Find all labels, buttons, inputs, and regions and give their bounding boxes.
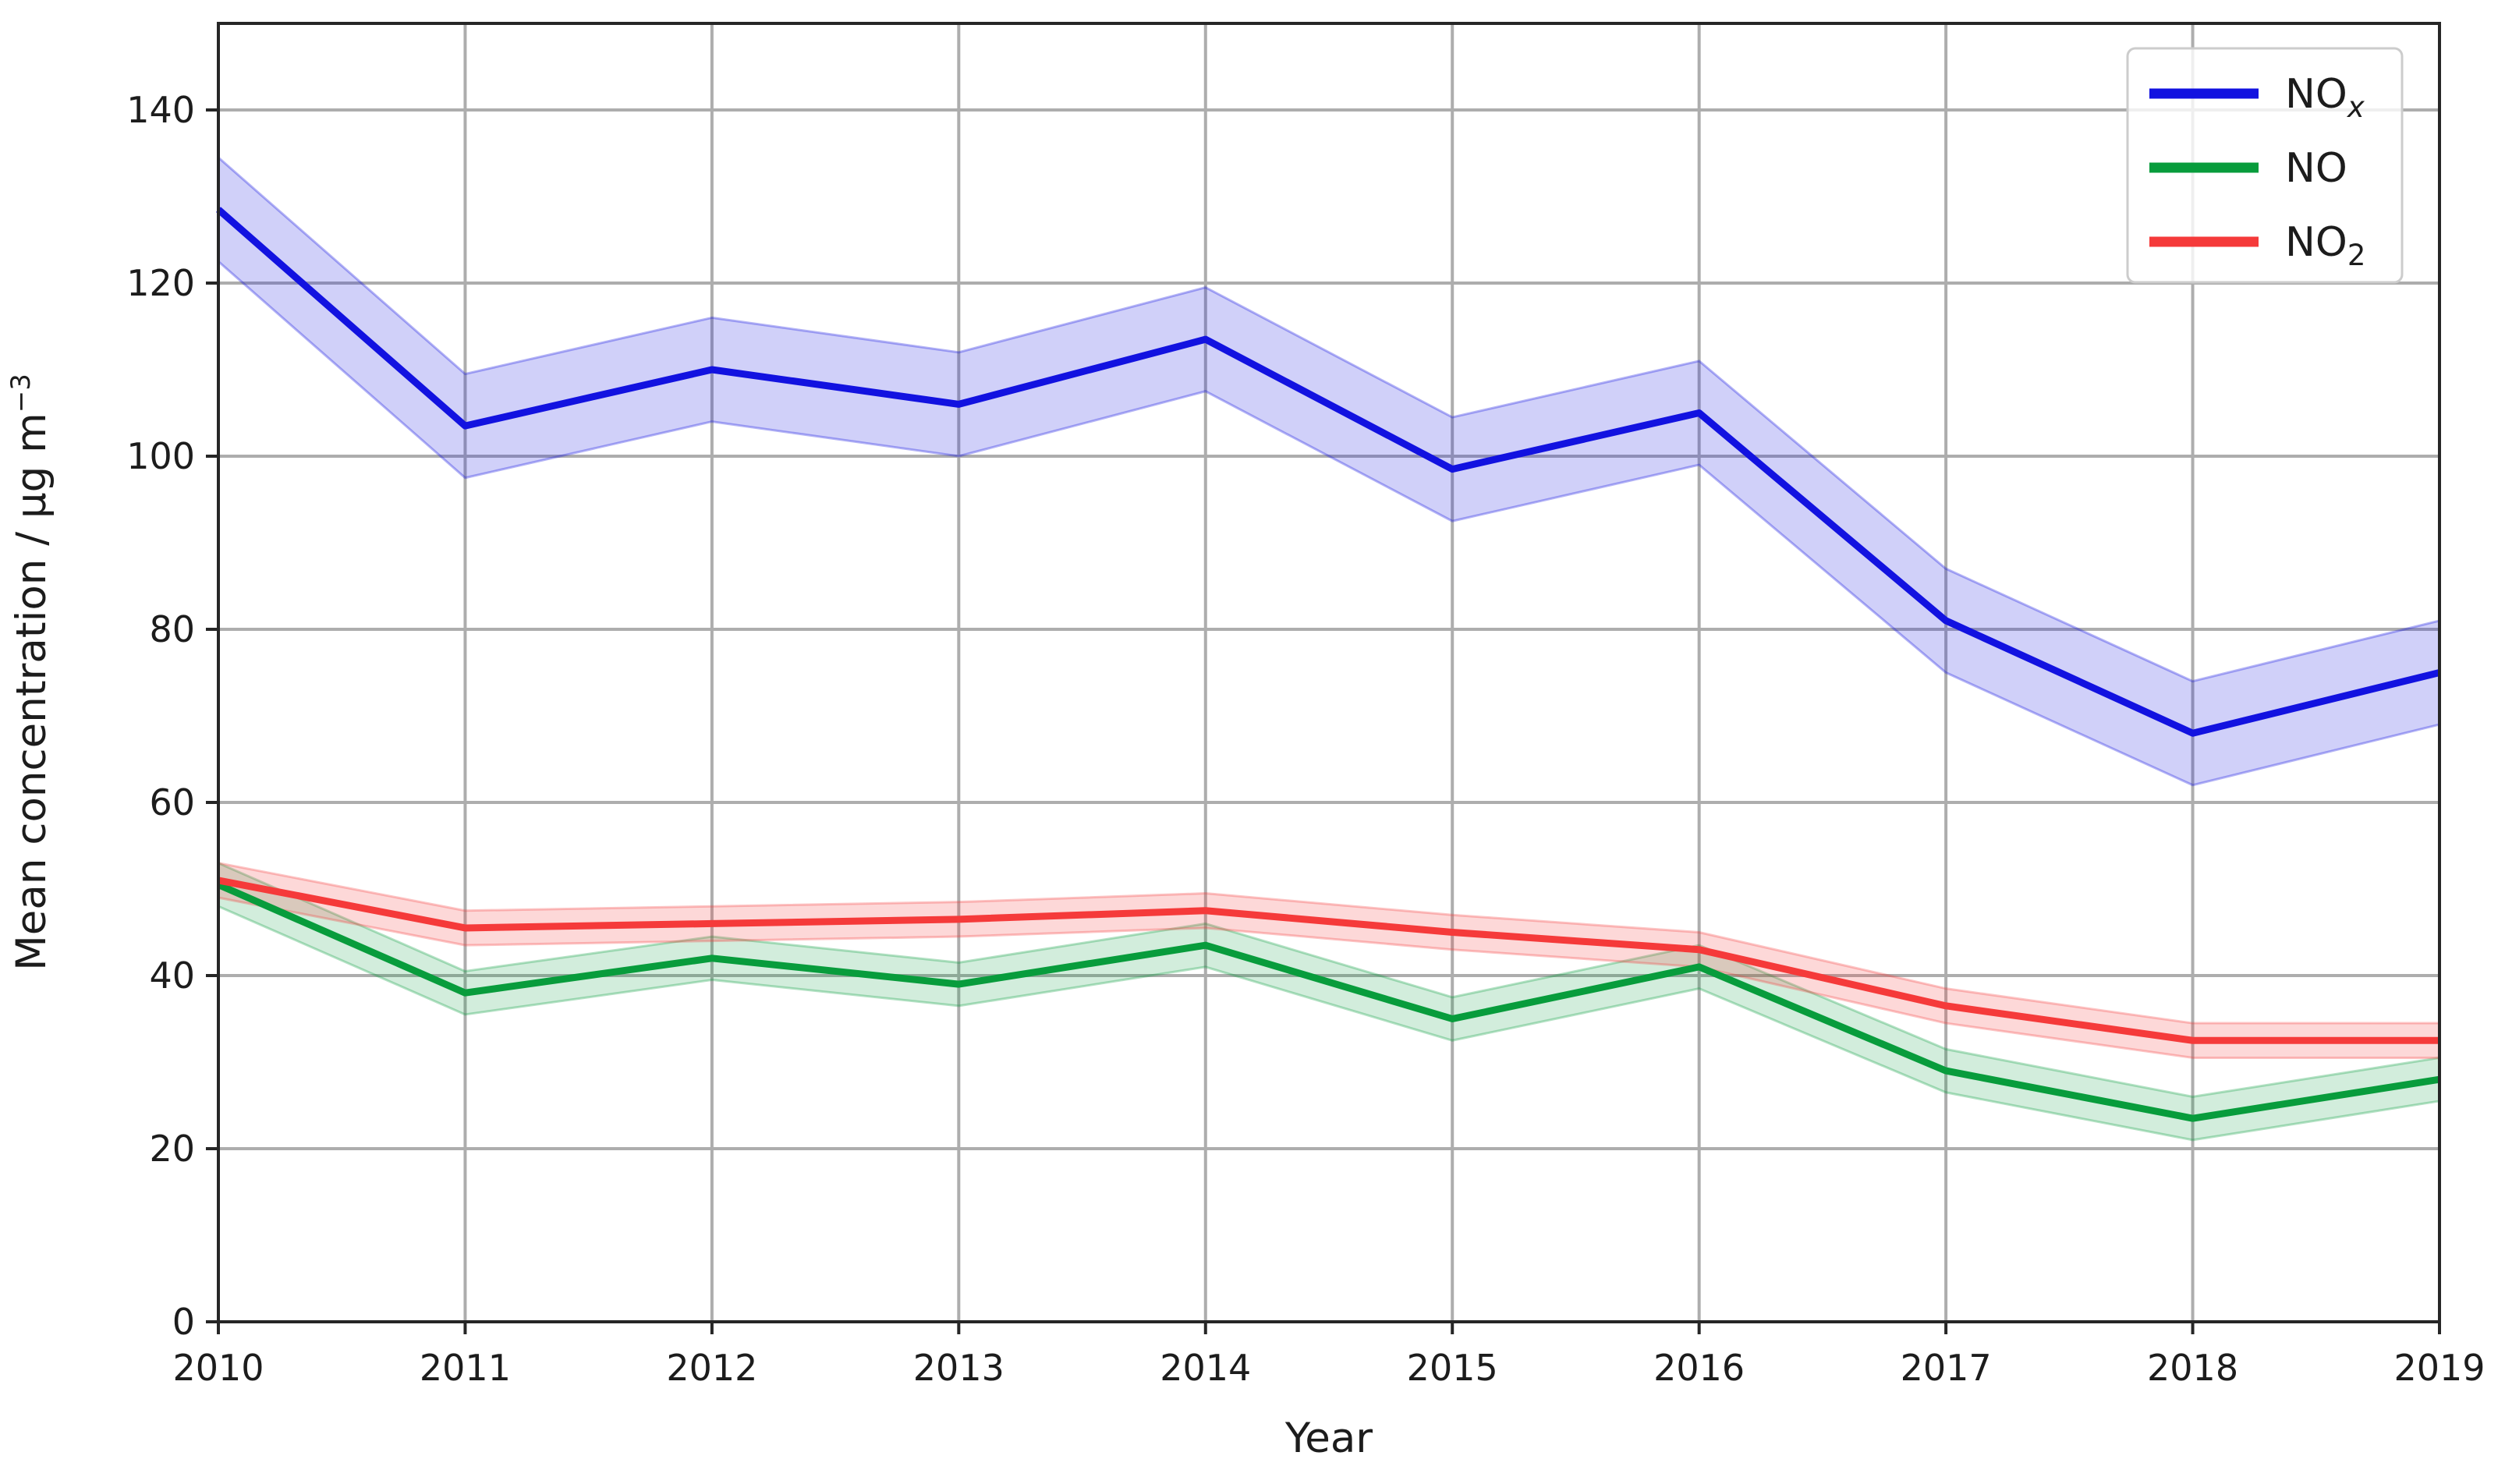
x-tick-label-2014: 2014 (1160, 1347, 1251, 1389)
y-axis-label-base: Mean concentration / µg m (8, 413, 55, 971)
x-tick-label-2019: 2019 (2393, 1347, 2485, 1389)
data-line-layer (216, 207, 2441, 1122)
y-tick-label-140: 140 (126, 89, 195, 131)
y-axis-label: Mean concentration / µg m−3 (5, 374, 55, 971)
y-tick-label-40: 40 (149, 955, 195, 997)
x-tick-label-2010: 2010 (172, 1347, 264, 1389)
legend-box (2126, 47, 2404, 284)
y-axis-label-superscript: −3 (5, 374, 37, 413)
legend-label-no2-sub: 2 (2347, 239, 2366, 272)
plot-border (217, 22, 2441, 1323)
y-tick-label-0: 0 (172, 1301, 195, 1343)
legend-label-no-base: NO (2285, 145, 2347, 192)
data-line-NOx (216, 207, 2441, 737)
data-line-NO (217, 881, 2440, 1122)
confidence-band-layer (217, 156, 2441, 1142)
legend-label-no2-base: NO (2285, 219, 2347, 266)
x-tick-label-2012: 2012 (666, 1347, 757, 1389)
y-tick-label-20: 20 (149, 1128, 195, 1170)
y-tick-label-100: 100 (126, 435, 195, 477)
x-tick-label-2015: 2015 (1407, 1347, 1498, 1389)
legend-label-no: NO (2285, 145, 2347, 192)
y-tick-label-60: 60 (149, 781, 195, 823)
legend-label-nox-sub: x (2347, 90, 2365, 124)
y-tick-label-120: 120 (126, 262, 195, 304)
x-tick-label-2013: 2013 (913, 1347, 1004, 1389)
legend-label-nox-base: NO (2285, 71, 2347, 118)
legend: NOx NO NO2 (2126, 47, 2404, 284)
x-tick-label-2018: 2018 (2147, 1347, 2238, 1389)
x-tick-label-2016: 2016 (1653, 1347, 1745, 1389)
legend-label-nox: NOx (2285, 71, 2365, 124)
x-axis-label: Year (1284, 1415, 1373, 1462)
legend-label-no2: NO2 (2285, 219, 2365, 272)
x-tick-label-2017: 2017 (1901, 1347, 1992, 1389)
y-tick-label-80: 80 (149, 608, 195, 650)
tick-layer (206, 108, 2441, 1334)
x-tick-label-2011: 2011 (420, 1347, 511, 1389)
tick-label-layer: 2010 2011 2012 2013 2014 2015 2016 2017 2018 2019… (126, 89, 2485, 1389)
data-line-NO2 (218, 877, 2439, 1044)
